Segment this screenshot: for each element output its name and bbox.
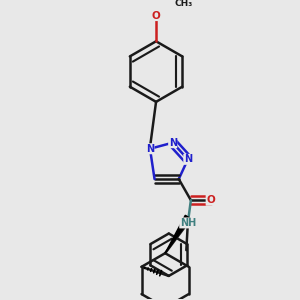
Text: NH: NH	[180, 218, 196, 228]
Text: N: N	[146, 144, 154, 154]
Text: CH₃: CH₃	[174, 0, 193, 8]
Text: N: N	[184, 154, 192, 164]
Text: N: N	[169, 138, 177, 148]
Text: O: O	[206, 195, 215, 205]
Polygon shape	[165, 215, 190, 253]
Text: O: O	[152, 11, 161, 21]
